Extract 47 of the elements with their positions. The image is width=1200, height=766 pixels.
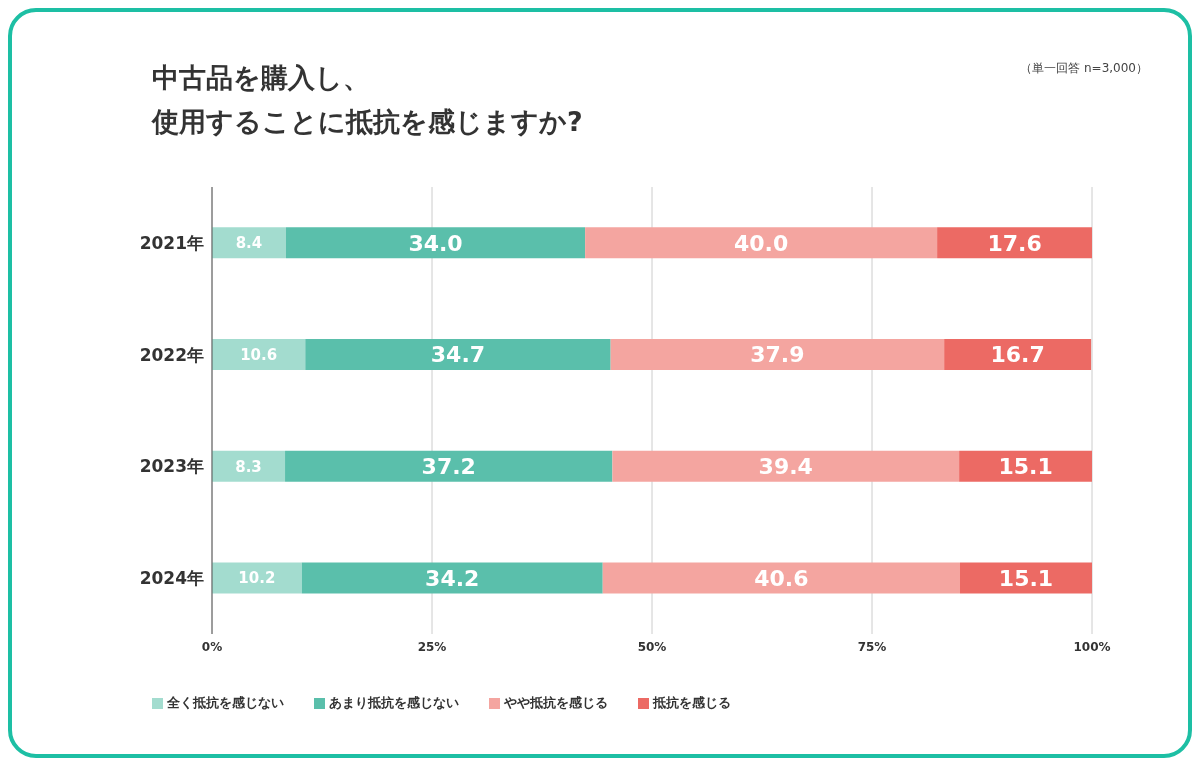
x-tick-label: 100% <box>1073 639 1111 654</box>
legend-label: 抵抗を感じる <box>653 694 731 712</box>
data-label: 34.2 <box>425 565 480 591</box>
data-label: 15.1 <box>998 454 1053 480</box>
bar <box>212 562 302 594</box>
bar <box>301 562 603 594</box>
bar <box>612 450 960 482</box>
bar <box>602 562 960 594</box>
bar <box>212 338 306 370</box>
data-label: 37.9 <box>750 342 805 368</box>
bar <box>285 227 586 259</box>
data-label: 10.6 <box>240 345 278 364</box>
text: （単一回答 n=3,000） <box>1020 60 1148 77</box>
bar <box>585 227 938 259</box>
data-label: 8.4 <box>235 234 263 253</box>
bar <box>959 450 1092 482</box>
x-tick-label: 25% <box>417 639 447 654</box>
data-label: 39.4 <box>758 454 813 480</box>
data-label: 15.1 <box>998 565 1054 591</box>
x-tick-label: 50% <box>637 639 667 654</box>
bar <box>285 450 613 482</box>
bar <box>305 338 611 370</box>
data-label: 40.0 <box>733 230 789 256</box>
data-label: 8.3 <box>235 457 262 476</box>
bar <box>960 562 1092 594</box>
bar <box>212 450 286 482</box>
data-label: 10.2 <box>238 569 276 588</box>
data-label: 40.6 <box>754 565 809 591</box>
x-tick-label: 0% <box>201 639 223 654</box>
data-label: 37.2 <box>421 454 476 480</box>
legend-label: あまり抵抗を感じない <box>329 694 459 712</box>
chart-title: 中古品を購入し、使用することに抵抗を感じますか? <box>152 61 584 139</box>
y-tick-label: 2023年 <box>139 456 204 477</box>
y-tick-label: 2024年 <box>139 568 204 589</box>
data-label: 16.7 <box>990 342 1045 368</box>
data-label: 34.7 <box>430 342 486 368</box>
bar <box>610 338 945 370</box>
y-tick-label: 2022年 <box>139 344 204 365</box>
legend-label: 全く抵抗を感じない <box>167 694 284 712</box>
bar <box>937 227 1092 259</box>
bar <box>212 227 286 259</box>
data-label: 17.6 <box>987 230 1042 256</box>
data-label: 34.0 <box>408 230 463 256</box>
legend-label: やや抵抗を感じる <box>504 694 608 712</box>
x-tick-label: 75% <box>857 639 887 654</box>
bar <box>944 338 1092 370</box>
y-tick-label: 2021年 <box>139 232 204 253</box>
